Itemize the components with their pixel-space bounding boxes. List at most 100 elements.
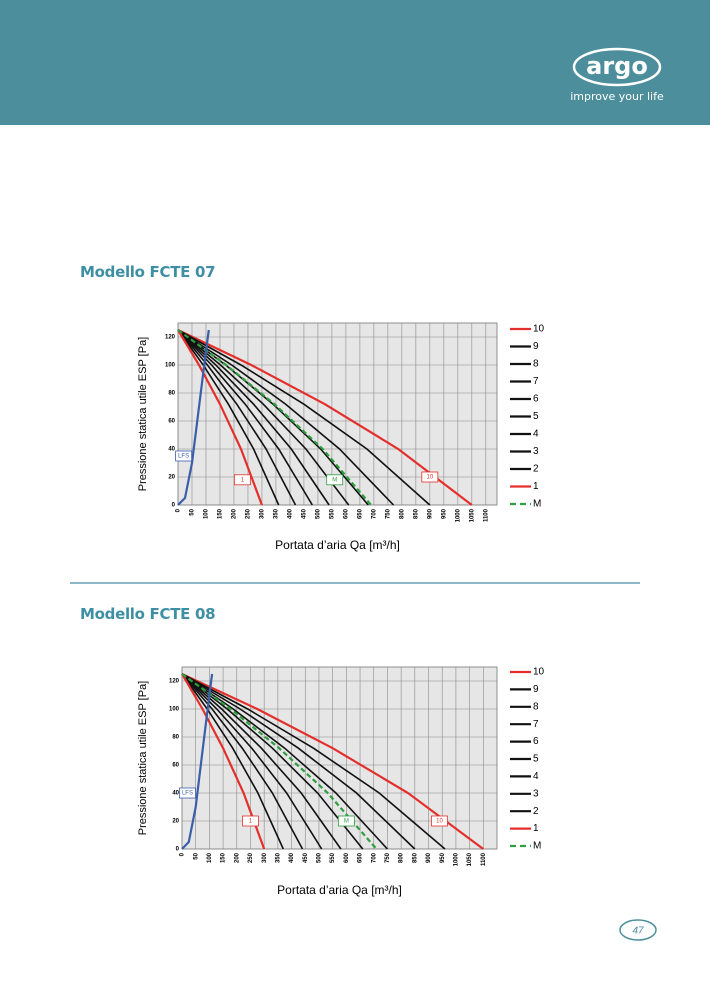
x-tick-label: 800 [399,508,405,519]
x-tick-label: 150 [218,508,224,519]
legend-label: 10 [533,324,545,335]
legend-label: 3 [533,788,539,799]
x-tick-label: 200 [234,852,240,863]
legend-label: 3 [533,446,539,457]
series-line [181,673,446,850]
y-tick-label: 60 [172,763,179,769]
x-tick-label: 50 [193,852,199,859]
header-band: argo improve your life [0,0,710,125]
legend-label: 10 [533,667,545,678]
y-tick-label: 0 [172,503,176,509]
tagline: improve your life [570,90,664,103]
legend-label: 8 [533,359,539,370]
x-tick-label: 100 [207,852,213,863]
x-tick-label: 450 [303,852,309,863]
x-tick-label: 150 [221,852,227,863]
legend-label: 7 [533,719,539,730]
x-axis-label: Portata d’aria Qa [m³/h] [275,538,400,552]
series-line [181,673,323,850]
logo-oval [572,47,662,87]
x-tick-label: 700 [371,852,377,863]
series-label: M [332,477,337,483]
series-line [181,673,304,850]
series-label-box [421,471,439,483]
x-tick-label: 50 [190,508,196,515]
x-tick-label: 850 [413,508,419,519]
x-tick-label: 1100 [483,508,489,522]
legend-label: M [533,499,541,510]
y-tick-label: 80 [172,735,179,741]
legend-label: 2 [533,464,539,475]
logo-area: argo improve your life [570,47,664,103]
x-axis-label: Portata d’aria Qa [m³/h] [277,883,402,897]
y-tick-label: 20 [168,475,175,481]
x-tick-label: 500 [317,852,323,863]
section-title: Modello FCTE 08 [80,605,216,623]
x-tick-label: 800 [399,852,405,863]
series-label-box [179,787,196,799]
y-tick-label: 40 [172,791,179,797]
y-tick-label: 100 [165,363,176,369]
y-axis-label: Pressione statica utile ESP [Pa] [137,681,149,836]
legend-label: 5 [533,754,539,765]
series-label: M [344,819,349,825]
series-label: 10 [426,475,433,481]
x-tick-label: 850 [412,852,418,863]
x-tick-label: 300 [262,852,268,863]
y-tick-label: 0 [176,847,180,853]
x-tick-label: 950 [440,852,446,863]
series-label-box [431,815,448,827]
x-tick-label: 750 [385,852,391,863]
x-tick-label: 200 [232,508,238,519]
page-number-oval [619,919,657,941]
y-tick-label: 120 [169,679,180,685]
series-line [181,673,285,850]
x-tick-label: 900 [427,508,433,519]
series-line [177,329,280,506]
x-tick-label: 100 [204,508,210,519]
series-line [181,673,214,850]
y-tick-label: 80 [168,391,175,397]
series-label-box [326,474,344,486]
section-title: Modello FCTE 07 [80,263,216,281]
legend-label: 4 [533,771,539,782]
divider [70,582,640,584]
logo: argo [586,52,648,80]
legend-label: M [533,841,541,852]
legend-label: 5 [533,411,539,422]
series-line [177,329,313,506]
series-label-box [242,815,259,827]
x-tick-label: 400 [288,508,294,519]
series-line [177,329,431,506]
legend-label: 9 [533,341,539,352]
x-tick-label: 1000 [455,508,461,522]
series-label-box [233,474,251,486]
x-tick-label: 1050 [467,852,473,866]
legend-label: 6 [533,394,539,405]
y-tick-label: 120 [165,335,176,341]
legend-label: 8 [533,701,539,712]
x-tick-label: 1100 [481,852,487,866]
series-label: 1 [249,819,253,825]
series-line [177,329,473,506]
x-tick-label: 950 [441,508,447,519]
y-tick-label: 40 [168,447,175,453]
x-tick-label: 600 [344,852,350,863]
x-tick-label: 0 [176,508,182,512]
series-label: 1 [241,477,245,483]
legend-label: 1 [533,481,539,492]
series-label-box [175,450,192,462]
legend-label: 7 [533,376,539,387]
legend-label: 6 [533,736,539,747]
series-line [181,673,378,850]
x-tick-label: 550 [329,508,335,519]
series-label: LFS [182,791,193,797]
series-label-box [337,815,355,827]
x-tick-label: 650 [357,508,363,519]
legend-label: 4 [533,429,539,440]
x-tick-label: 600 [343,508,349,519]
legend-label: 2 [533,806,539,817]
series-line [177,329,210,506]
